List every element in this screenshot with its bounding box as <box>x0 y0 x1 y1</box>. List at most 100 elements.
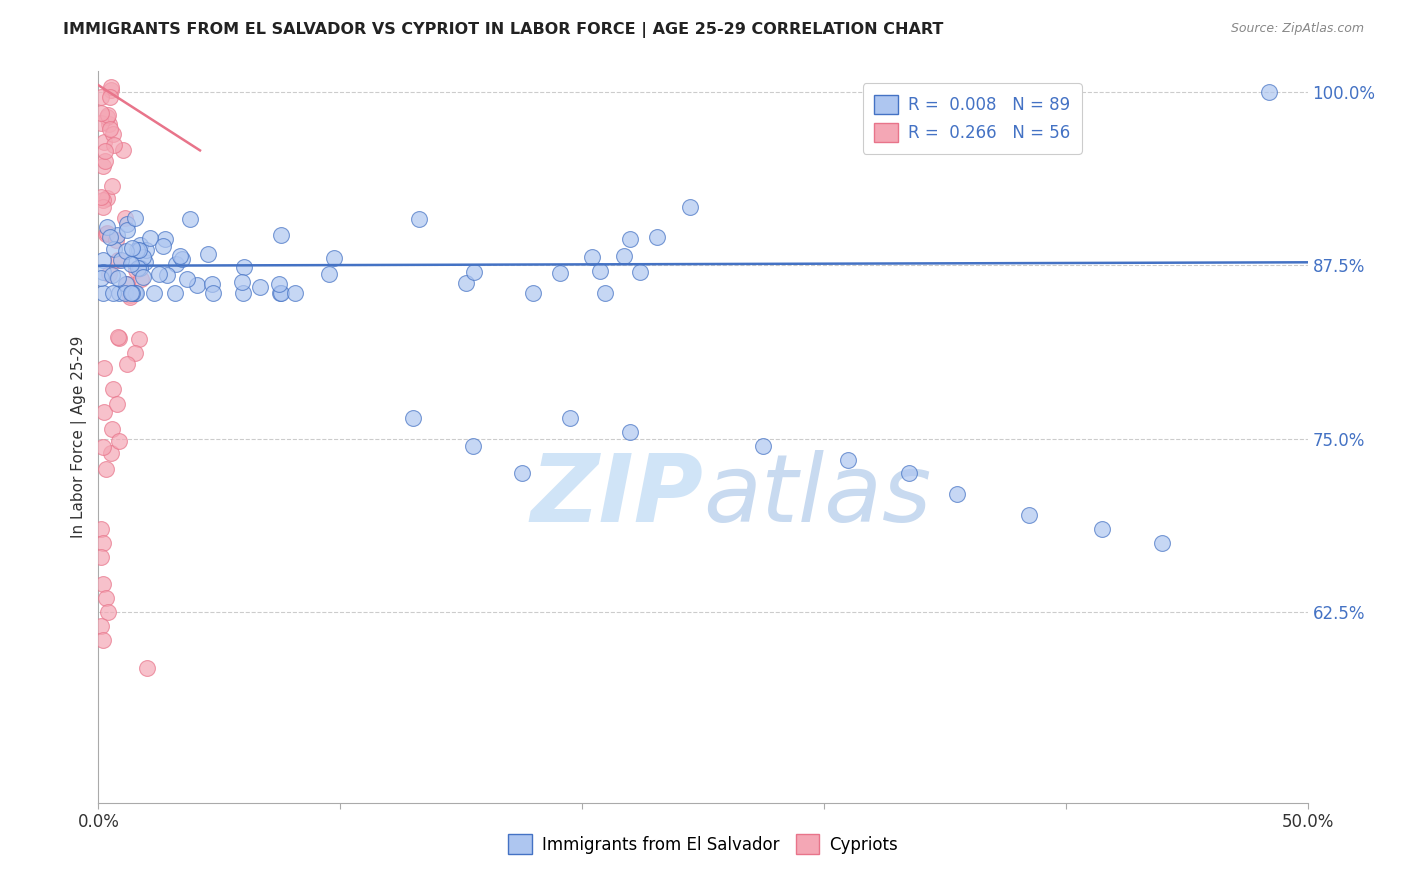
Point <box>1257 85 1279 99</box>
Point <box>619 425 641 439</box>
Point <box>1018 508 1040 522</box>
Point <box>124 286 146 301</box>
Point <box>115 244 138 259</box>
Point <box>589 264 612 278</box>
Point <box>98 89 121 103</box>
Point <box>129 238 152 252</box>
Point <box>103 242 125 256</box>
Point <box>155 232 177 246</box>
Point <box>135 243 157 257</box>
Point <box>117 217 139 231</box>
Point <box>94 462 117 476</box>
Point <box>100 83 122 97</box>
Point <box>129 271 152 285</box>
Point <box>90 522 112 536</box>
Point <box>179 212 201 227</box>
Point <box>231 275 253 289</box>
Point <box>135 660 157 674</box>
Point <box>105 397 128 411</box>
Point <box>156 268 179 283</box>
Point <box>108 286 131 301</box>
Point <box>645 230 668 244</box>
Point <box>128 332 150 346</box>
Point <box>96 220 118 235</box>
Point <box>91 265 114 279</box>
Point <box>1091 522 1114 536</box>
Point <box>110 253 132 268</box>
Point <box>91 440 114 454</box>
Point <box>114 286 136 301</box>
Point <box>946 487 969 501</box>
Point <box>134 255 156 269</box>
Point <box>115 277 138 291</box>
Text: ZIP: ZIP <box>530 450 703 541</box>
Point <box>122 254 145 268</box>
Point <box>463 264 485 278</box>
Point <box>98 117 121 131</box>
Point <box>93 159 115 173</box>
Point <box>201 277 224 292</box>
Point <box>118 290 141 304</box>
Point <box>111 143 134 157</box>
Point <box>115 277 138 291</box>
Point <box>98 267 121 281</box>
Point <box>249 280 271 294</box>
Point <box>522 286 544 301</box>
Point <box>165 257 187 271</box>
Point <box>120 287 142 301</box>
Point <box>90 90 112 104</box>
Point <box>91 200 114 214</box>
Point <box>142 286 165 301</box>
Point <box>101 286 124 301</box>
Point <box>186 277 208 292</box>
Point <box>114 211 136 226</box>
Point <box>125 263 148 277</box>
Point <box>269 286 291 301</box>
Point <box>408 211 430 226</box>
Point <box>510 467 533 481</box>
Point <box>172 252 194 267</box>
Point <box>619 232 641 246</box>
Point <box>628 265 651 279</box>
Point <box>550 266 572 280</box>
Point <box>115 222 138 236</box>
Point <box>323 251 346 265</box>
Point <box>93 154 115 169</box>
Point <box>90 190 112 204</box>
Point <box>128 243 150 257</box>
Legend: Immigrants from El Salvador, Cypriots: Immigrants from El Salvador, Cypriots <box>502 828 904 860</box>
Point <box>463 439 485 453</box>
Point <box>100 446 122 460</box>
Point <box>103 137 125 152</box>
Point <box>679 200 702 214</box>
Point <box>752 439 775 453</box>
Point <box>284 286 307 301</box>
Y-axis label: In Labor Force | Age 25-29: In Labor Force | Age 25-29 <box>72 336 87 538</box>
Point <box>107 434 129 448</box>
Point <box>124 286 146 301</box>
Point <box>97 108 120 122</box>
Point <box>1152 536 1174 550</box>
Point <box>132 250 155 264</box>
Point <box>115 358 138 372</box>
Point <box>97 605 120 619</box>
Point <box>125 244 148 258</box>
Point <box>91 286 114 301</box>
Point <box>93 193 115 207</box>
Point <box>267 277 290 292</box>
Point <box>837 452 859 467</box>
Point <box>120 257 142 271</box>
Text: Source: ZipAtlas.com: Source: ZipAtlas.com <box>1230 22 1364 36</box>
Point <box>270 228 292 243</box>
Point <box>91 536 114 550</box>
Point <box>107 253 129 268</box>
Point <box>91 577 114 591</box>
Point <box>101 422 124 436</box>
Point <box>232 286 254 301</box>
Point <box>197 247 219 261</box>
Point <box>558 411 581 425</box>
Point <box>101 268 124 282</box>
Point <box>127 261 149 276</box>
Point <box>98 122 121 136</box>
Point <box>94 591 117 606</box>
